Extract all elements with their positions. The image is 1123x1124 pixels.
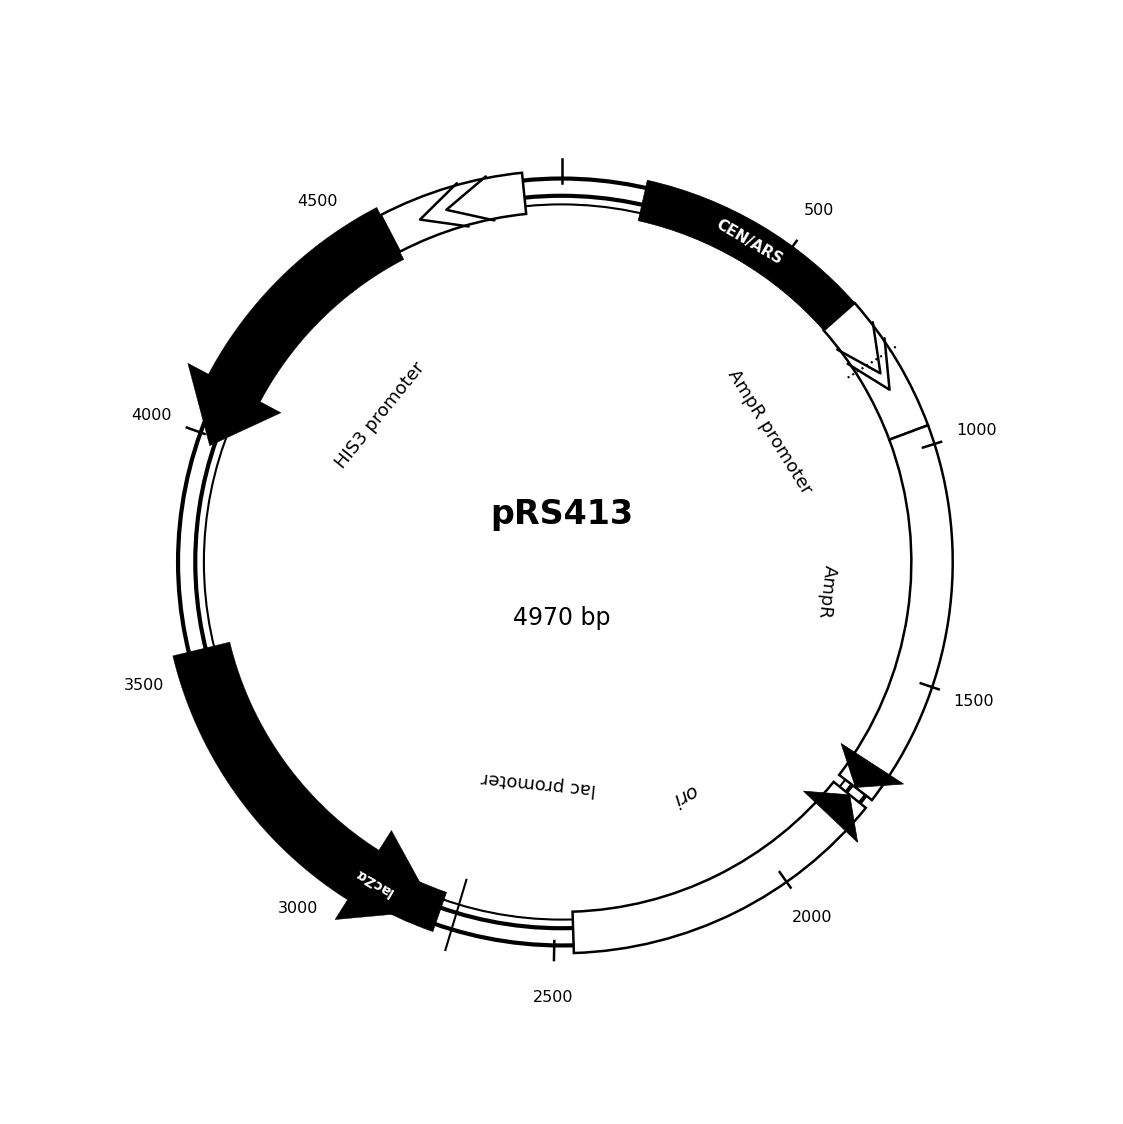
Text: 4500: 4500 [298,194,338,209]
Text: 4970 bp: 4970 bp [513,606,610,631]
Wedge shape [823,303,928,439]
Text: lacZα: lacZα [353,864,395,898]
Text: ori: ori [669,780,700,808]
Polygon shape [804,791,858,842]
Wedge shape [839,425,952,800]
Polygon shape [173,642,436,919]
Polygon shape [841,743,904,788]
Text: pRS413: pRS413 [490,498,633,532]
Text: 1000: 1000 [956,423,997,438]
Text: 2500: 2500 [533,989,574,1005]
Wedge shape [301,824,447,932]
Text: CEN/ARS: CEN/ARS [713,217,785,268]
Text: 4000: 4000 [131,408,172,423]
Wedge shape [381,173,527,252]
Text: 1500: 1500 [953,694,994,708]
Text: 3500: 3500 [124,678,164,692]
Wedge shape [638,180,855,330]
Polygon shape [188,208,404,446]
Text: 2000: 2000 [792,910,832,925]
Text: 3000: 3000 [277,900,318,916]
Text: lac promoter: lac promoter [481,769,597,798]
Wedge shape [573,782,866,953]
Text: AmpR promoter: AmpR promoter [724,366,815,497]
Text: 500: 500 [803,203,833,218]
Text: AmpR: AmpR [815,564,839,619]
Text: HIS3 promoter: HIS3 promoter [332,360,429,472]
